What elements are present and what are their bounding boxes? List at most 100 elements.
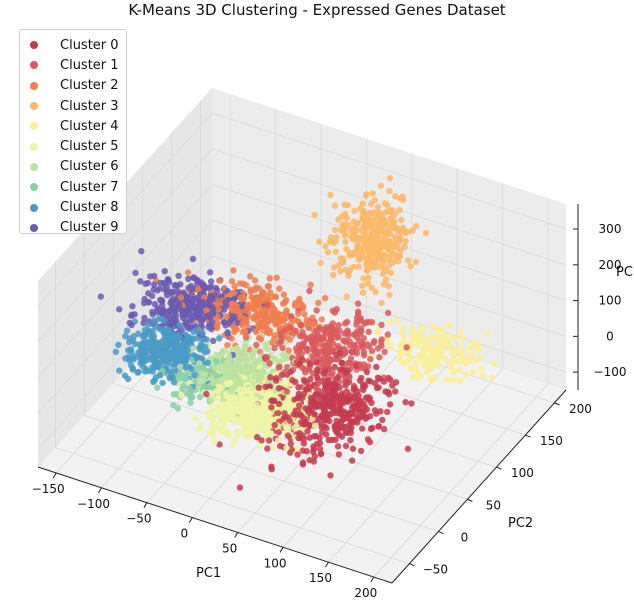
data-point-cluster-8: [129, 366, 136, 373]
data-point-cluster-2: [239, 322, 246, 329]
data-point-cluster-8: [139, 347, 146, 354]
data-point-cluster-3: [361, 217, 368, 225]
data-point-cluster-0: [275, 385, 283, 392]
data-point-cluster-4: [420, 359, 428, 366]
x-gridline: [373, 198, 549, 578]
data-point-cluster-0: [353, 412, 360, 420]
data-point-cluster-2: [270, 311, 277, 318]
y-axis-line: [391, 389, 567, 584]
data-point-cluster-8: [144, 356, 151, 363]
data-point-cluster-6: [223, 366, 230, 374]
data-point-cluster-8: [132, 340, 139, 348]
data-point-cluster-2: [263, 325, 270, 332]
data-point-cluster-3: [322, 242, 329, 250]
data-point-cluster-0: [338, 366, 345, 373]
data-point-cluster-1: [292, 345, 300, 352]
data-point-cluster-1: [378, 321, 385, 329]
data-point-cluster-1: [328, 356, 335, 364]
data-point-cluster-1: [276, 363, 283, 370]
data-point-cluster-0: [337, 405, 344, 412]
data-point-cluster-5: [225, 394, 232, 401]
data-point-cluster-0: [349, 445, 357, 452]
data-point-cluster-4: [439, 328, 447, 335]
data-point-cluster-6: [232, 371, 240, 378]
data-point-cluster-3: [422, 229, 430, 237]
data-point-cluster-2: [203, 307, 210, 314]
data-point-cluster-4: [387, 343, 395, 351]
data-point-cluster-2: [236, 312, 244, 320]
data-point-cluster-0: [360, 381, 367, 388]
data-point-cluster-0: [271, 422, 278, 429]
data-point-cluster-0: [375, 422, 382, 430]
data-point-cluster-8: [146, 331, 153, 338]
data-point-cluster-0: [267, 374, 274, 381]
legend-label: Cluster 0: [60, 37, 119, 53]
data-point-cluster-0: [265, 437, 273, 444]
data-point-cluster-1: [364, 341, 371, 348]
data-point-cluster-9: [200, 284, 207, 291]
data-point-cluster-0: [366, 412, 374, 420]
data-point-cluster-1: [264, 301, 271, 309]
data-point-cluster-6: [189, 345, 196, 352]
data-point-cluster-3: [407, 263, 414, 270]
data-point-cluster-6: [257, 373, 265, 381]
data-point-cluster-0: [294, 451, 301, 458]
data-point-cluster-7: [183, 390, 190, 397]
data-point-cluster-1: [350, 331, 358, 338]
data-point-cluster-3: [357, 254, 364, 262]
data-point-cluster-1: [329, 340, 337, 347]
data-point-cluster-5: [240, 419, 247, 426]
data-point-cluster-0: [354, 388, 361, 395]
data-point-cluster-3: [350, 236, 357, 243]
data-point-cluster-4: [429, 352, 436, 360]
legend-label: Cluster 4: [60, 118, 119, 134]
data-point-cluster-0: [203, 390, 210, 398]
data-point-cluster-5: [294, 446, 301, 453]
data-point-cluster-3: [324, 249, 332, 256]
data-point-cluster-4: [423, 368, 430, 375]
data-point-cluster-9: [181, 311, 188, 319]
data-point-cluster-8: [182, 364, 190, 372]
data-point-cluster-8: [126, 339, 133, 346]
data-point-cluster-0: [392, 388, 399, 395]
z-tick-label: 200: [599, 258, 622, 272]
data-point-cluster-0: [310, 458, 318, 465]
data-point-cluster-3: [380, 251, 388, 258]
data-point-cluster-1: [328, 348, 335, 355]
data-point-cluster-3: [337, 227, 344, 234]
data-point-cluster-3: [372, 288, 379, 296]
data-point-cluster-5: [261, 427, 268, 434]
data-point-cluster-0: [300, 435, 308, 442]
data-point-cluster-3: [366, 223, 373, 231]
data-point-cluster-0: [300, 440, 308, 447]
data-point-cluster-3: [379, 270, 387, 277]
data-point-cluster-4: [458, 328, 465, 336]
data-point-cluster-7: [154, 384, 161, 391]
data-point-cluster-4: [386, 319, 393, 326]
data-point-cluster-5: [192, 415, 199, 422]
data-point-cluster-0: [335, 431, 343, 439]
data-point-cluster-4: [439, 341, 447, 348]
y-tick: [496, 466, 502, 470]
data-point-cluster-1: [322, 326, 329, 333]
data-point-cluster-1: [287, 324, 294, 331]
data-point-cluster-4: [415, 353, 422, 360]
data-point-cluster-2: [273, 274, 280, 281]
data-point-cluster-3: [391, 233, 399, 241]
x-tick-label: 150: [309, 571, 332, 585]
data-point-cluster-2: [309, 320, 316, 328]
data-point-cluster-0: [289, 377, 296, 384]
data-point-cluster-4: [396, 346, 404, 353]
data-point-cluster-1: [361, 320, 368, 327]
data-point-cluster-2: [303, 321, 310, 328]
data-point-cluster-9: [197, 302, 204, 309]
data-point-cluster-2: [267, 289, 274, 296]
data-point-cluster-2: [318, 316, 325, 323]
data-point-cluster-2: [245, 304, 252, 312]
data-point-cluster-0: [299, 356, 306, 363]
data-point-cluster-4: [477, 365, 485, 372]
data-point-cluster-2: [230, 323, 237, 330]
x-gridline: [328, 183, 503, 563]
data-point-cluster-0: [255, 384, 262, 391]
